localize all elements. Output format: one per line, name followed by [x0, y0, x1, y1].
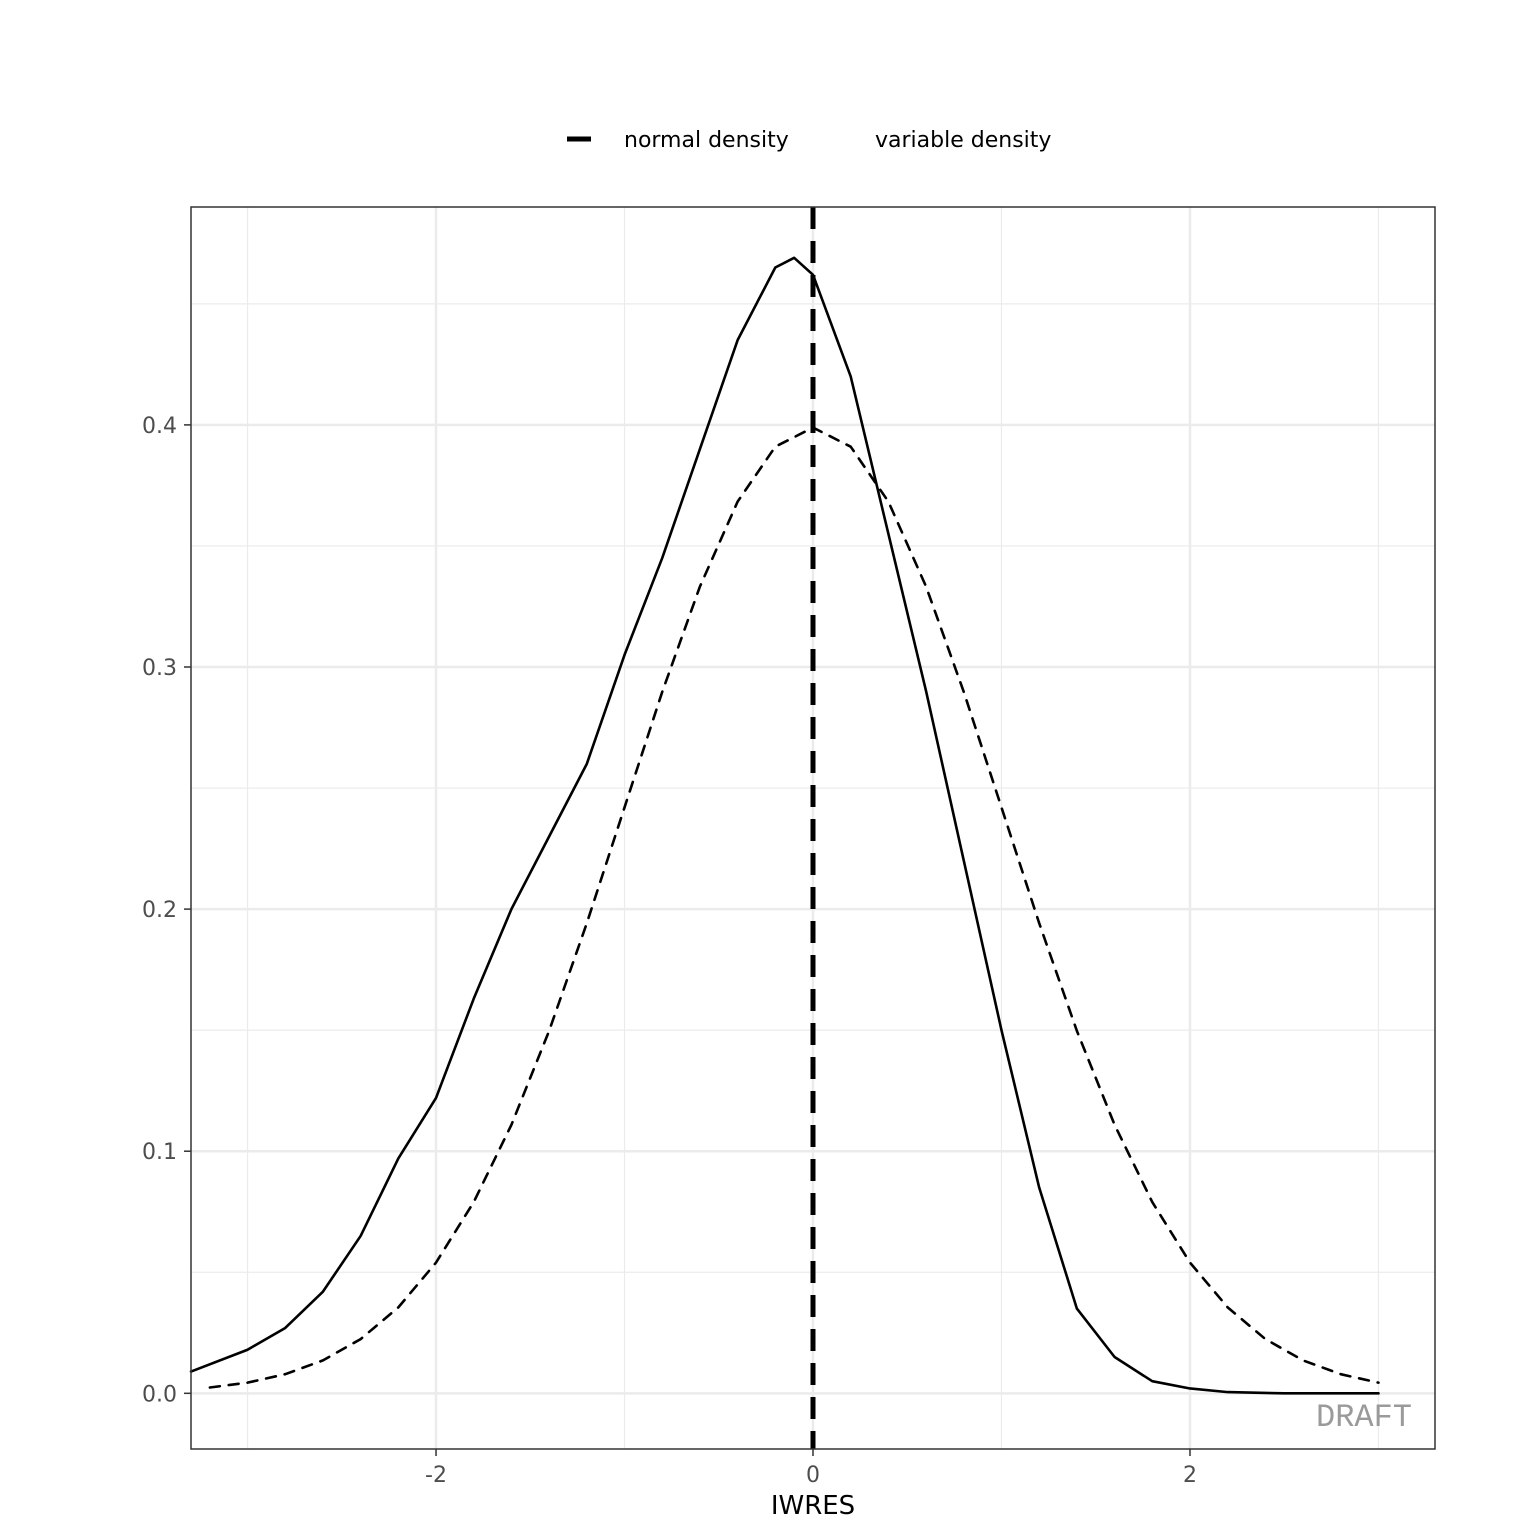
plot-panel: DRAFT [189, 206, 1436, 1450]
y-tick-label: 0.4 [142, 414, 177, 439]
x-axis: -2 0 2 [425, 1449, 1197, 1488]
y-tick-label: 0.0 [142, 1382, 177, 1407]
x-tick-label: 2 [1183, 1463, 1197, 1488]
x-tick-label: 0 [806, 1463, 820, 1488]
series-layer [189, 256, 1380, 1395]
series-line-variable-density [189, 256, 1380, 1395]
x-axis-title: IWRES [771, 1491, 855, 1521]
y-tick-label: 0.1 [142, 1140, 177, 1165]
legend-label-variable-density: variable density [875, 128, 1051, 153]
legend: normal density variable density [567, 128, 1051, 153]
legend-label-normal-density: normal density [624, 128, 789, 153]
y-axis: 0.0 0.1 0.2 0.3 0.4 [142, 414, 191, 1407]
draft-watermark: DRAFT [1316, 1399, 1412, 1436]
y-tick-label: 0.3 [142, 656, 177, 681]
y-tick-label: 0.2 [142, 898, 177, 923]
series-line-normal-density [208, 426, 1380, 1389]
x-tick-label: -2 [425, 1463, 447, 1488]
